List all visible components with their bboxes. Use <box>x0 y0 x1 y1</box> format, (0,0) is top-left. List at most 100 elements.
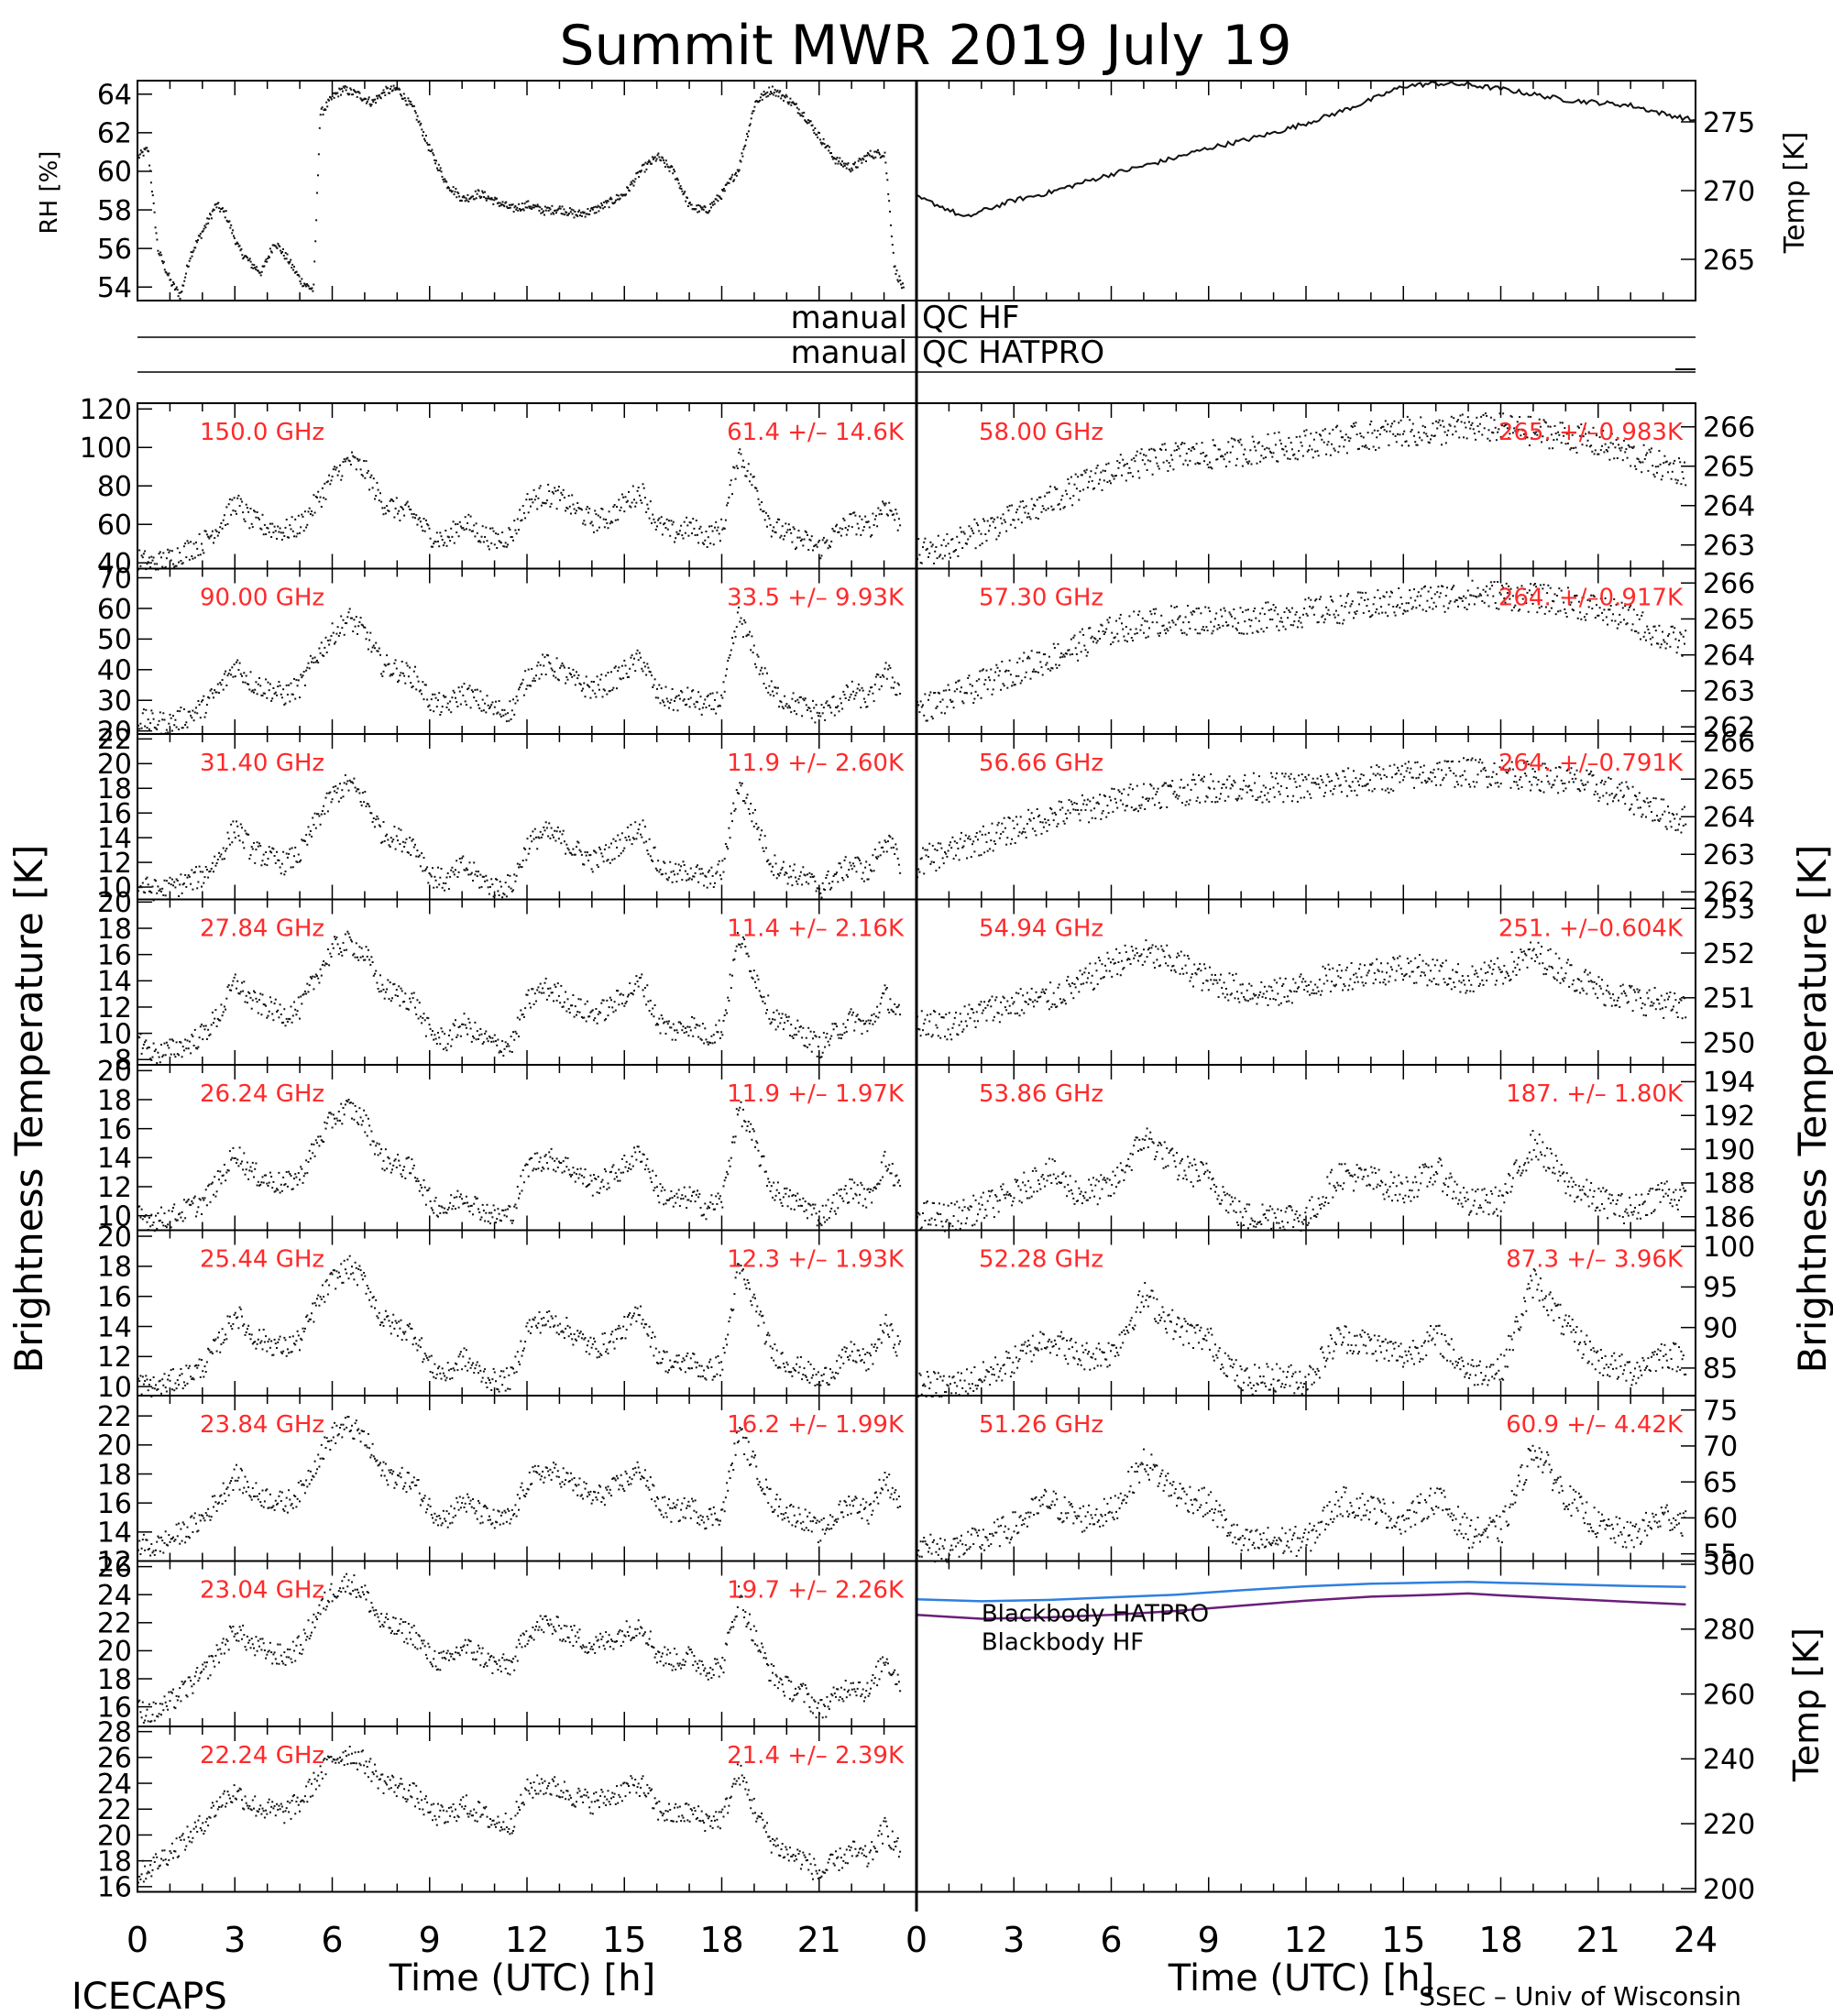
data-point <box>501 201 504 203</box>
data-point <box>146 147 148 149</box>
data-point <box>313 812 316 815</box>
data-point <box>608 206 610 209</box>
data-point <box>149 1225 152 1228</box>
data-point <box>258 518 260 520</box>
data-point <box>589 210 592 213</box>
data-point <box>503 1047 506 1050</box>
data-point <box>812 129 815 132</box>
data-point <box>358 946 361 948</box>
data-point <box>628 835 630 838</box>
data-point <box>503 205 506 208</box>
data-point <box>848 1013 851 1015</box>
data-point <box>369 963 372 966</box>
data-point <box>343 633 346 636</box>
data-point <box>657 1024 660 1026</box>
data-point <box>725 183 728 186</box>
data-point <box>153 879 156 882</box>
data-point <box>308 1149 311 1152</box>
data-point <box>884 984 886 987</box>
y-tick-label: 12 <box>97 1172 132 1204</box>
data-point <box>565 507 568 509</box>
data-point <box>770 91 772 93</box>
data-point <box>303 990 306 992</box>
data-point <box>365 98 367 100</box>
data-point <box>535 1168 537 1171</box>
data-point <box>181 290 183 293</box>
data-point <box>518 529 520 531</box>
data-point <box>897 1179 900 1182</box>
data-point <box>144 148 147 151</box>
data-point <box>404 841 407 844</box>
data-point <box>751 635 753 638</box>
data-point <box>584 523 587 526</box>
data-point <box>653 1187 656 1189</box>
data-point <box>572 1167 575 1169</box>
data-point <box>480 1216 483 1219</box>
data-point <box>576 677 579 680</box>
data-point <box>289 1018 291 1021</box>
data-point <box>195 1215 197 1218</box>
data-point <box>890 686 893 689</box>
data-point <box>778 706 781 708</box>
data-point <box>497 533 499 535</box>
data-point <box>893 1184 895 1187</box>
data-point <box>347 932 350 935</box>
data-point <box>633 1146 635 1149</box>
data-point <box>698 204 701 207</box>
data-point <box>675 1192 678 1195</box>
data-point <box>341 87 343 90</box>
data-point <box>270 1176 273 1178</box>
data-point <box>902 286 905 289</box>
data-point <box>320 974 323 977</box>
data-point <box>262 1003 265 1005</box>
data-point <box>693 527 696 530</box>
data-point <box>567 495 570 497</box>
data-point <box>456 1189 459 1192</box>
data-point <box>499 713 501 716</box>
data-point <box>767 994 770 997</box>
data-point <box>593 531 595 533</box>
data-point <box>885 987 888 989</box>
data-point <box>866 151 869 154</box>
data-point <box>606 1188 609 1190</box>
data-point <box>617 1179 620 1182</box>
data-point <box>688 877 691 880</box>
data-point <box>404 992 407 995</box>
data-point <box>763 519 766 521</box>
data-point <box>459 1193 462 1196</box>
data-point <box>278 860 280 861</box>
data-point <box>865 706 868 708</box>
data-point <box>248 527 251 530</box>
data-point <box>433 886 435 889</box>
data-point <box>615 199 617 202</box>
data-point <box>745 1129 748 1132</box>
data-point <box>295 535 298 538</box>
data-point <box>577 998 580 1001</box>
data-point <box>195 240 198 242</box>
data-point <box>426 522 429 525</box>
data-point <box>704 206 707 209</box>
data-point <box>415 514 418 517</box>
data-point <box>172 563 174 565</box>
data-point <box>164 894 167 897</box>
data-point <box>882 1176 884 1178</box>
data-point <box>383 839 386 842</box>
data-point <box>210 534 213 537</box>
data-point <box>710 707 713 710</box>
data-point <box>652 1169 654 1172</box>
data-point <box>269 522 271 525</box>
data-point <box>862 1019 864 1022</box>
data-point <box>520 520 522 522</box>
data-point <box>732 959 735 961</box>
data-point <box>353 619 356 621</box>
data-point <box>336 474 339 477</box>
data-point <box>153 1387 156 1390</box>
data-point <box>631 1165 634 1167</box>
data-point <box>296 1010 299 1013</box>
data-point <box>309 654 312 657</box>
data-point <box>390 837 392 839</box>
data-point <box>257 269 259 272</box>
data-point <box>467 687 470 690</box>
data-point <box>227 1169 230 1172</box>
data-point <box>290 1005 292 1008</box>
